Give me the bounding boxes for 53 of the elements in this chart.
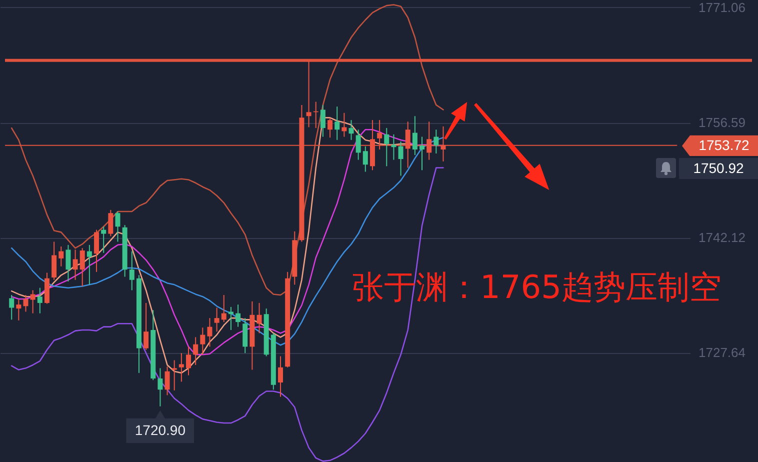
candlestick bbox=[398, 141, 404, 176]
line-series bbox=[10, 167, 444, 462]
candlestick bbox=[434, 129, 439, 154]
candlestick bbox=[129, 250, 134, 291]
candlestick bbox=[236, 304, 241, 328]
candlestick bbox=[72, 249, 78, 280]
candlestick bbox=[278, 356, 283, 398]
candlestick bbox=[342, 112, 347, 138]
candlestick bbox=[66, 244, 71, 282]
candlestick bbox=[228, 306, 234, 330]
candlestick bbox=[86, 244, 92, 286]
candlestick bbox=[172, 360, 177, 391]
candlestick bbox=[144, 302, 149, 350]
candlestick bbox=[37, 287, 42, 314]
candlestick bbox=[115, 211, 120, 242]
candlestick bbox=[320, 104, 326, 138]
annotation: 1720.90 bbox=[126, 410, 194, 444]
candlestick bbox=[193, 336, 198, 366]
candlestick bbox=[356, 129, 361, 160]
candlestick bbox=[348, 120, 354, 140]
candlestick bbox=[328, 117, 333, 138]
candlestick bbox=[334, 106, 340, 140]
candlestick bbox=[221, 294, 226, 323]
y-tick-label: 1771.06 bbox=[698, 0, 746, 15]
candlestick bbox=[214, 307, 220, 332]
candlestick bbox=[9, 294, 14, 320]
candlestick bbox=[362, 146, 368, 172]
candlestick bbox=[256, 302, 262, 334]
candlestick bbox=[52, 241, 57, 280]
text: 1750.92 bbox=[679, 158, 758, 179]
candlestick bbox=[412, 116, 418, 156]
candlestick bbox=[164, 366, 170, 396]
candlestick bbox=[178, 352, 184, 382]
candlestick bbox=[80, 248, 85, 287]
candlestick bbox=[207, 318, 212, 348]
candlestick bbox=[391, 134, 396, 160]
candlestick bbox=[16, 299, 22, 321]
y-tick-label: 1742.12 bbox=[698, 230, 746, 246]
y-tick-label: 1756.59 bbox=[698, 115, 746, 130]
candlestick bbox=[101, 226, 106, 254]
candlestick bbox=[108, 209, 114, 237]
candlestick bbox=[186, 346, 191, 376]
ref-line-label: 1753.72 bbox=[682, 135, 758, 156]
candlestick bbox=[158, 368, 163, 407]
candlestick bbox=[242, 318, 248, 354]
candlestick bbox=[30, 290, 36, 314]
candlestick bbox=[384, 128, 390, 167]
candlestick bbox=[58, 246, 64, 267]
candlestick bbox=[200, 327, 206, 356]
candlestick bbox=[94, 229, 100, 272]
candlestick bbox=[420, 136, 425, 171]
candlestick bbox=[23, 294, 28, 312]
y-tick-label: 1727.64 bbox=[698, 345, 746, 360]
